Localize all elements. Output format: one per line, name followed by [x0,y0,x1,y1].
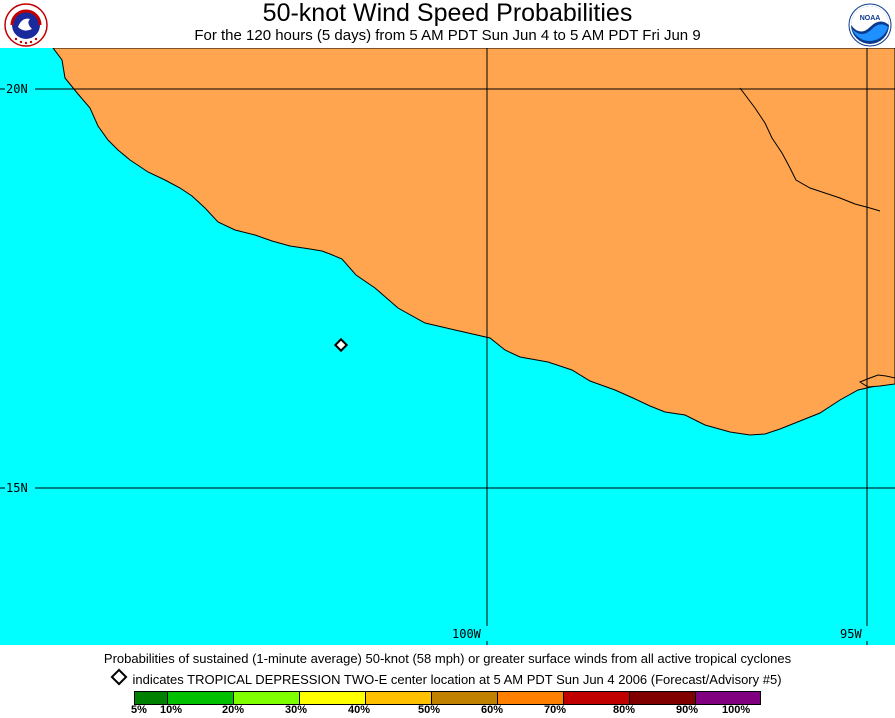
lon-label-95w: 95W [840,627,862,641]
legend-label: 90% [676,704,699,716]
legend-swatch [300,692,366,704]
caption-storm-text: indicates TROPICAL DEPRESSION TWO-E cent… [132,672,782,687]
legend-swatch [168,692,234,704]
storm-center-diamond-icon [333,337,349,353]
legend-label: 20% [222,704,245,716]
legend-swatch [432,692,498,704]
svg-text:NOAA: NOAA [860,15,881,22]
diamond-icon [110,668,128,686]
legend-labels: 5% 10% 20% 30% 40% 50% 60% 70% 80% 90% 100% [0,704,895,718]
legend-label: 80% [613,704,636,716]
legend-swatch [366,692,432,704]
legend-label: 40% [348,704,371,716]
probability-map: 20N 15N 100W 95W [0,48,895,645]
legend-swatch [630,692,696,704]
caption-probabilities: Probabilities of sustained (1-minute ave… [103,651,792,666]
page-title: 50-knot Wind Speed Probabilities [262,0,633,27]
noaa-logo: NOAA [848,3,892,47]
land-east-inlet [858,374,895,388]
legend-label: 70% [544,704,567,716]
legend-swatch [696,692,760,704]
legend-label: 5% [131,704,147,716]
lat-label-20n: 20N [6,82,28,96]
lon-label-100w: 100W [452,627,482,641]
legend-swatch [234,692,300,704]
legend-label: 100% [722,704,751,716]
legend-swatch [498,692,564,704]
legend-label: 10% [160,704,183,716]
page-subtitle: For the 120 hours (5 days) from 5 AM PDT… [194,27,701,44]
legend-label: 50% [418,704,441,716]
legend-swatch [135,692,168,704]
legend-label: 60% [481,704,504,716]
grid [0,48,895,645]
legend-label: 30% [285,704,308,716]
probability-legend [134,691,761,705]
legend-swatch [564,692,630,704]
lat-label-15n: 15N [6,481,28,495]
land-mexico-east-detail [739,87,881,212]
caption-storm-location: indicates TROPICAL DEPRESSION TWO-E cent… [0,668,895,688]
land-mexico [52,48,895,436]
nws-logo [4,3,48,47]
